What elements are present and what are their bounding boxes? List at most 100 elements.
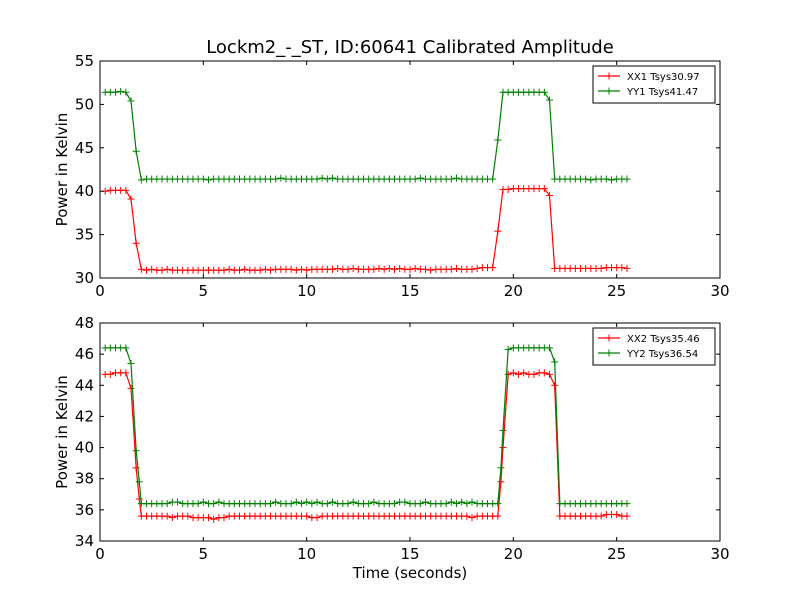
data-point bbox=[618, 264, 626, 272]
data-point bbox=[546, 344, 553, 352]
legend-entry: YY1 Tsys41.47 bbox=[598, 87, 698, 98]
data-point bbox=[292, 266, 300, 274]
data-point bbox=[287, 265, 295, 273]
data-point bbox=[497, 464, 505, 472]
data-point bbox=[489, 175, 497, 183]
y-tick-label: 42 bbox=[75, 407, 94, 425]
data-point bbox=[137, 265, 145, 273]
data-point bbox=[520, 369, 528, 377]
data-point bbox=[210, 500, 218, 508]
chart-title: Lockm2_-_ST, ID:60641 Calibrated Amplitu… bbox=[206, 37, 614, 58]
data-point bbox=[453, 174, 460, 182]
data-point bbox=[334, 264, 342, 272]
x-tick-label: 20 bbox=[504, 545, 523, 563]
data-point bbox=[468, 265, 476, 273]
data-point bbox=[396, 264, 404, 272]
data-point bbox=[494, 227, 502, 235]
x-tick-label: 15 bbox=[400, 282, 419, 300]
y-tick-label: 48 bbox=[75, 314, 94, 332]
data-point bbox=[127, 195, 135, 203]
data-point bbox=[365, 500, 373, 508]
data-point bbox=[623, 500, 631, 508]
data-point bbox=[323, 175, 331, 183]
data-point bbox=[225, 265, 233, 273]
data-point bbox=[106, 370, 114, 378]
data-point bbox=[370, 498, 378, 506]
data-point bbox=[313, 498, 321, 506]
data-point bbox=[489, 264, 497, 272]
data-point bbox=[453, 500, 460, 508]
y-axis-label: Power in Kelvin bbox=[53, 375, 71, 489]
data-point bbox=[375, 264, 383, 272]
y-axis-label: Power in Kelvin bbox=[53, 113, 71, 227]
data-point bbox=[137, 176, 145, 184]
data-point bbox=[236, 266, 243, 274]
data-point bbox=[411, 175, 419, 183]
y-tick-label: 46 bbox=[75, 345, 94, 363]
data-point bbox=[174, 498, 181, 506]
data-point bbox=[494, 512, 502, 520]
data-point bbox=[458, 498, 466, 506]
data-point bbox=[468, 514, 476, 522]
data-point bbox=[380, 265, 388, 273]
x-axis-label: Time (seconds) bbox=[352, 564, 468, 582]
data-point bbox=[298, 500, 305, 508]
data-point bbox=[499, 444, 507, 452]
top-panel: 0 5 10 15 20 25 30 30 35 40 45 50 55 Power in Kelvin X… bbox=[53, 52, 730, 300]
x-tick-label: 0 bbox=[95, 545, 105, 563]
data-point bbox=[447, 498, 455, 506]
series-2 bbox=[101, 87, 631, 184]
data-point bbox=[163, 265, 171, 273]
data-point bbox=[344, 265, 352, 273]
data-point bbox=[597, 512, 605, 520]
y-tick-label: 50 bbox=[75, 95, 94, 113]
data-point bbox=[546, 370, 553, 378]
data-point bbox=[551, 358, 559, 366]
data-point bbox=[117, 87, 125, 95]
series-1 bbox=[101, 369, 631, 523]
data-point bbox=[329, 174, 336, 182]
data-point bbox=[127, 97, 135, 105]
legend-entry: XX2 Tsys35.46 bbox=[598, 334, 700, 345]
data-point bbox=[416, 500, 424, 508]
data-point bbox=[323, 500, 331, 508]
data-point bbox=[303, 266, 311, 274]
x-tick-label: 0 bbox=[95, 282, 105, 300]
data-point bbox=[504, 370, 512, 378]
y-tick-label: 45 bbox=[75, 139, 94, 157]
x-tick-label: 5 bbox=[199, 282, 209, 300]
data-point bbox=[613, 511, 621, 519]
y-tick-label: 36 bbox=[75, 501, 94, 519]
data-point bbox=[499, 426, 507, 434]
data-point bbox=[602, 175, 610, 183]
data-point bbox=[163, 500, 171, 508]
y-tick-label: 34 bbox=[75, 532, 94, 550]
data-point bbox=[132, 239, 140, 247]
data-point bbox=[329, 265, 336, 273]
data-point bbox=[277, 174, 285, 182]
data-point bbox=[135, 478, 143, 486]
legend-box bbox=[592, 327, 716, 366]
data-point bbox=[127, 359, 135, 367]
data-point bbox=[313, 175, 321, 183]
legend-label: XX1 Tsys30.97 bbox=[627, 72, 700, 83]
data-point bbox=[287, 500, 295, 508]
data-point bbox=[551, 381, 559, 389]
data-point bbox=[349, 498, 357, 506]
x-tick-label: 5 bbox=[199, 545, 209, 563]
bottom-panel: 0 5 10 15 20 25 30 34 36 38 40 42 44 46 48 Power in Kel… bbox=[53, 314, 730, 563]
data-point bbox=[546, 192, 553, 200]
data-point bbox=[148, 265, 156, 273]
data-point bbox=[168, 514, 176, 522]
legend-label: XX2 Tsys35.46 bbox=[627, 334, 700, 345]
data-point bbox=[473, 264, 481, 272]
data-point bbox=[442, 500, 450, 508]
data-point bbox=[112, 88, 119, 96]
data-point bbox=[587, 176, 595, 184]
data-point bbox=[540, 369, 548, 377]
data-point bbox=[582, 175, 590, 183]
x-tick-label: 25 bbox=[607, 282, 626, 300]
legend-label: YY2 Tsys36.54 bbox=[626, 349, 698, 360]
data-point bbox=[205, 176, 212, 184]
